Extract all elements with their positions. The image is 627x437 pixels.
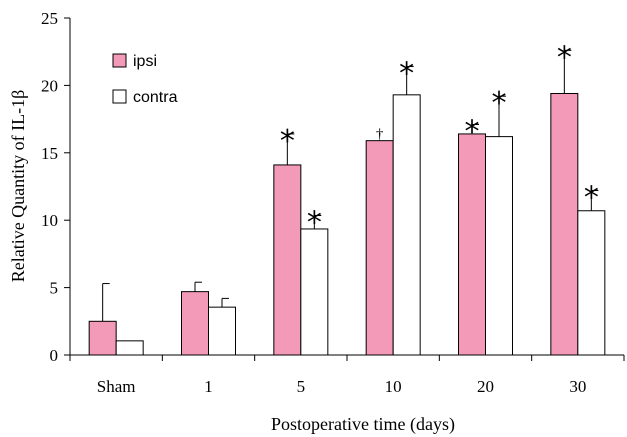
legend-label-contra: contra [133, 89, 178, 106]
significance-star: * [399, 57, 414, 92]
y-axis-title: Relative Quantity of IL-1β [8, 90, 28, 283]
x-tick-label: Sham [97, 377, 136, 396]
y-tick-label: 0 [50, 346, 59, 365]
x-axis-title: Postoperative time (days) [271, 414, 455, 435]
bar-contra [485, 136, 513, 356]
bar-ipsi [458, 133, 486, 356]
x-tick-label: 30 [569, 377, 586, 396]
bar-ipsi [365, 140, 394, 356]
legend-swatch-contra [112, 89, 127, 104]
y-tick-label: 25 [41, 9, 58, 28]
significance-star: * [584, 181, 599, 216]
y-tick-label: 10 [41, 211, 58, 230]
legend-swatch-ipsi [112, 53, 127, 68]
bar-ipsi [273, 164, 302, 356]
bars: * † * * * * * * [88, 40, 606, 356]
bar-contra [115, 340, 144, 356]
legend-label-ipsi: ipsi [133, 53, 157, 70]
legend: ipsi contra [112, 53, 178, 106]
bar-ipsi [181, 291, 209, 356]
y-axis: 0 5 10 15 20 25 [41, 9, 71, 365]
significance-star: * [465, 114, 480, 149]
bar-ipsi [550, 92, 579, 356]
bar-contra [577, 210, 606, 356]
x-tick-label: 10 [385, 377, 402, 396]
x-tick-label: 1 [204, 377, 213, 396]
significance-star: * [557, 40, 572, 75]
bar-contra [208, 306, 236, 356]
x-tick-label: 5 [297, 377, 306, 396]
y-tick-label: 5 [50, 279, 59, 298]
significance-dagger: † [376, 127, 384, 143]
y-tick-label: 15 [41, 144, 58, 163]
x-axis: Sham 1 5 10 20 30 [69, 354, 625, 396]
bar-contra [300, 228, 329, 356]
y-tick-label: 20 [41, 76, 58, 95]
significance-star: * [280, 124, 295, 159]
x-tick-label: 20 [477, 377, 494, 396]
bar-ipsi [88, 320, 117, 356]
significance-star: * [307, 205, 322, 240]
significance-star: * [492, 86, 507, 121]
bar-contra [392, 94, 421, 356]
